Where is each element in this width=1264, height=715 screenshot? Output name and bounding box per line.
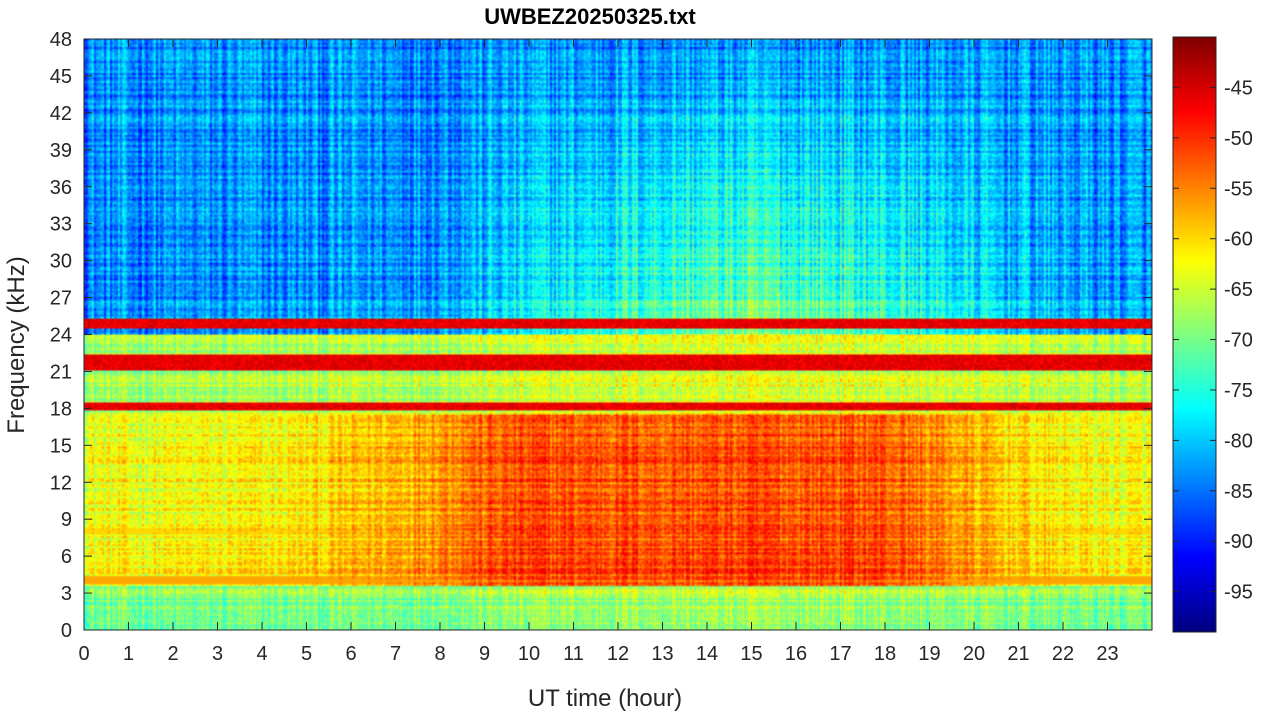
y-tick-label: 21 <box>50 361 72 383</box>
y-tick-label: 6 <box>61 546 72 568</box>
x-axis-label: UT time (hour) <box>528 685 682 712</box>
spectrogram-image <box>84 39 1152 630</box>
x-tick-label: 16 <box>785 643 807 665</box>
y-axis-label: Frequency (kHz) <box>3 256 30 433</box>
x-tick-label: 6 <box>345 643 356 665</box>
x-axis: 0 1 2 3 4 5 6 7 8 9 10 11 12 13 14 15 16 17 18 19 20 21 22 23 <box>78 39 1119 665</box>
y-tick-label: 18 <box>50 398 72 420</box>
colorbar-tick-label: -80 <box>1224 430 1253 452</box>
colorbar-tick-label: -60 <box>1224 229 1253 251</box>
colorbar-tick-label: -65 <box>1224 279 1253 301</box>
x-tick-label: 5 <box>301 643 312 665</box>
y-tick-label: 12 <box>50 472 72 494</box>
y-tick-label: 30 <box>50 251 72 273</box>
x-tick-label: 4 <box>256 643 267 665</box>
colorbar-tick-label: -90 <box>1224 531 1253 553</box>
y-tick-label: 27 <box>50 288 72 310</box>
colorbar: -95 -90 -85 -80 -75 -70 -65 -60 -55 -50 -45 <box>1172 36 1253 633</box>
y-tick-label: 24 <box>50 325 72 347</box>
colorbar-tick-label: -75 <box>1224 380 1253 402</box>
colorbar-ticks: -95 -90 -85 -80 -75 -70 -65 -60 -55 -50 -45 <box>1173 77 1253 604</box>
y-tick-label: 9 <box>61 509 72 531</box>
x-tick-label: 21 <box>1007 643 1029 665</box>
colorbar-tick-label: -85 <box>1224 481 1253 503</box>
x-tick-label: 10 <box>518 643 540 665</box>
x-tick-label: 0 <box>78 643 89 665</box>
y-tick-label: 45 <box>50 66 72 88</box>
x-tick-label: 17 <box>829 643 851 665</box>
colorbar-tick-label: -55 <box>1224 178 1253 200</box>
y-tick-label: 0 <box>61 620 72 642</box>
x-tick-label: 13 <box>651 643 673 665</box>
x-tick-label: 8 <box>434 643 445 665</box>
x-tick-label: 14 <box>696 643 718 665</box>
colorbar-tick-label: -45 <box>1224 77 1253 99</box>
y-tick-label: 39 <box>50 140 72 162</box>
colorbar-tick-label: -95 <box>1224 582 1253 604</box>
colorbar-gradient <box>1173 37 1216 632</box>
y-tick-label: 33 <box>50 214 72 236</box>
x-tick-label: 12 <box>607 643 629 665</box>
x-tick-label: 20 <box>963 643 985 665</box>
chart-title: UWBEZ20250325.txt <box>484 4 696 29</box>
x-tick-label: 7 <box>390 643 401 665</box>
y-tick-label: 42 <box>50 103 72 125</box>
x-tick-label: 19 <box>918 643 940 665</box>
y-tick-label: 36 <box>50 177 72 199</box>
x-tick-label: 22 <box>1052 643 1074 665</box>
x-tick-label: 18 <box>874 643 896 665</box>
colorbar-frame <box>1172 36 1217 633</box>
x-tick-label: 23 <box>1096 643 1118 665</box>
x-tick-label: 15 <box>740 643 762 665</box>
y-tick-label: 48 <box>50 29 72 51</box>
spectrogram-plot-area <box>83 38 1153 631</box>
y-tick-label: 3 <box>61 583 72 605</box>
x-tick-label: 9 <box>479 643 490 665</box>
colorbar-tick-label: -70 <box>1224 330 1253 352</box>
colorbar-tick-label: -50 <box>1224 128 1253 150</box>
x-tick-label: 2 <box>167 643 178 665</box>
x-tick-label: 1 <box>123 643 134 665</box>
y-tick-label: 15 <box>50 435 72 457</box>
x-tick-label: 11 <box>563 643 584 665</box>
x-tick-label: 3 <box>212 643 223 665</box>
